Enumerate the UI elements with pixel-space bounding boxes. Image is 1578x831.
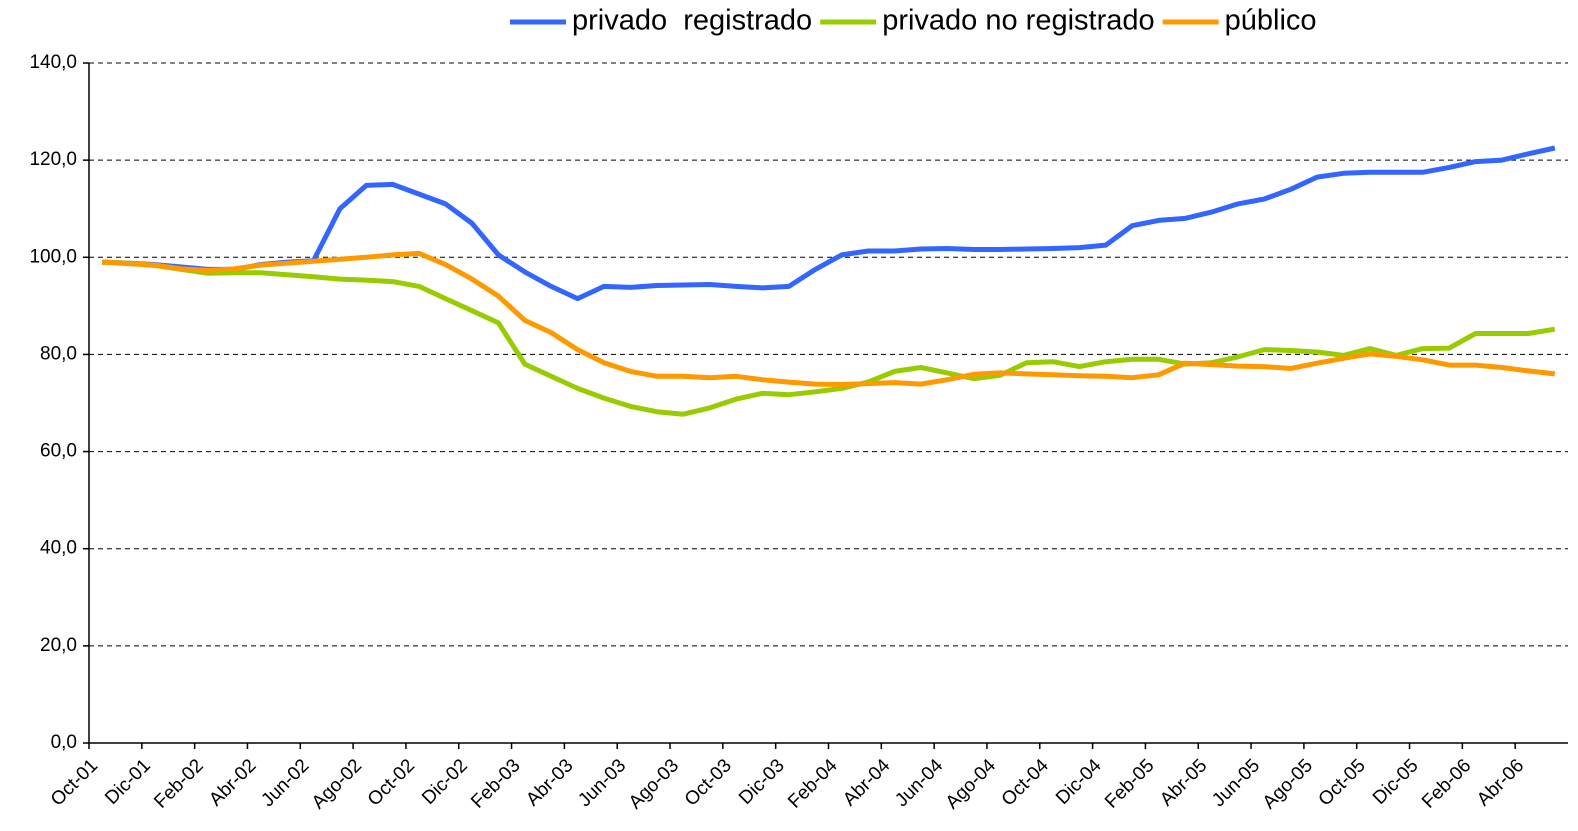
x-tick-label: Jun-03 — [574, 755, 630, 811]
y-tick-label: 40,0 — [40, 538, 77, 559]
x-tick-label: Jun-05 — [1208, 755, 1264, 811]
x-tick-label: Feb-03 — [467, 755, 524, 812]
legend-text: privado no registrado — [882, 5, 1154, 37]
x-tick-label: Oct-05 — [1315, 755, 1370, 810]
x-tick-label: Feb-04 — [784, 755, 842, 813]
x-tick-label: Feb-06 — [1418, 755, 1475, 812]
x-tick-label: Abr-04 — [839, 755, 894, 810]
x-tick-label: Dic-05 — [1369, 755, 1423, 809]
series-line — [102, 250, 1556, 387]
y-tick-label: 20,0 — [40, 635, 77, 656]
y-tick-label: 60,0 — [40, 441, 77, 462]
x-tick-label: Oct-02 — [364, 755, 419, 810]
x-tick-label: Oct-03 — [681, 755, 736, 810]
x-tick-label: Oct-01 — [47, 755, 102, 810]
y-tick-label: 140,0 — [29, 52, 77, 73]
x-tick-label: Feb-05 — [1101, 755, 1158, 812]
x-tick-label: Abr-03 — [522, 755, 577, 810]
x-tick-label: Abr-02 — [205, 755, 260, 810]
x-tick-label: Jun-02 — [257, 755, 313, 811]
y-tick-label: 120,0 — [29, 149, 77, 170]
x-tick-label: Ago-04 — [942, 755, 1000, 813]
x-tick-label: Dic-04 — [1052, 755, 1106, 809]
x-tick-label: Feb-02 — [150, 755, 207, 812]
x-tick-label: Ago-03 — [625, 755, 683, 813]
x-tick-label: Abr-05 — [1156, 755, 1211, 810]
y-tick-label: 0,0 — [51, 732, 77, 753]
series-line — [102, 145, 1556, 302]
legend-text: público — [1225, 5, 1317, 37]
x-tick-label: Ago-02 — [308, 755, 366, 813]
legend-text: privado registrado — [572, 5, 812, 37]
y-tick-label: 80,0 — [40, 343, 77, 364]
x-tick-label: Jun-04 — [891, 755, 947, 811]
x-tick-label: Dic-03 — [735, 755, 789, 809]
x-tick-label: Oct-04 — [998, 755, 1053, 810]
series-line — [102, 259, 1556, 417]
x-tick-label: Dic-01 — [101, 755, 155, 809]
x-tick-label: Abr-06 — [1473, 755, 1528, 810]
y-tick-label: 100,0 — [29, 246, 77, 267]
x-tick-label: Ago-05 — [1259, 755, 1317, 813]
x-tick-label: Dic-02 — [418, 755, 472, 809]
